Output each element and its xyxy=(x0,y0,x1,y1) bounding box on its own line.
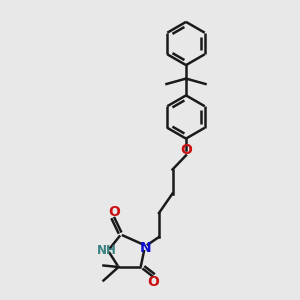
Text: O: O xyxy=(180,143,192,157)
Text: NH: NH xyxy=(97,244,116,257)
Text: N: N xyxy=(140,241,151,254)
Text: O: O xyxy=(108,205,120,218)
Text: O: O xyxy=(147,275,159,289)
